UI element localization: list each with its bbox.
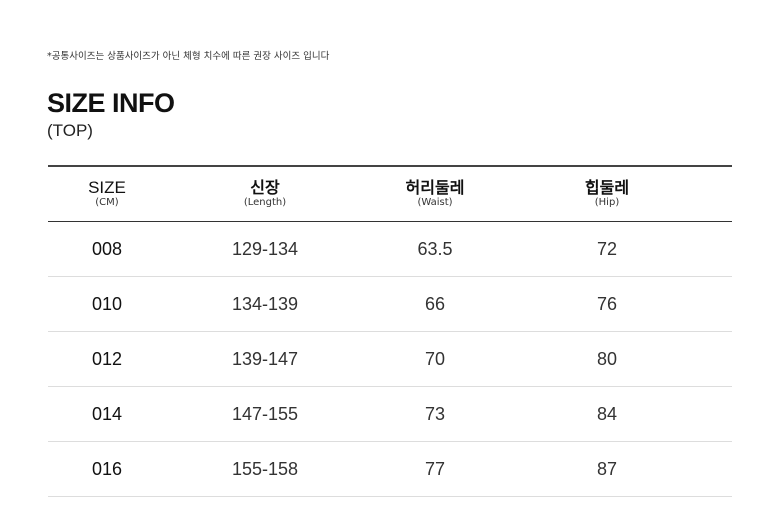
size-value: 014 (91, 403, 123, 424)
table-cell: 134-139 (166, 277, 364, 331)
waist-value: 63.5 (417, 238, 453, 259)
table-row: 014 147-155 73 84 (48, 387, 732, 442)
length-value: 129-134 (231, 238, 299, 259)
table-cell: 014 (48, 387, 166, 441)
table-cell: 73 (364, 387, 506, 441)
header-label: 허리둘레 (405, 178, 465, 197)
table-cell: 87 (506, 442, 708, 496)
page-title: SIZE INFO (47, 88, 175, 118)
header-length: 신장 (Length) (166, 167, 364, 221)
header-sublabel: (Length) (243, 197, 287, 208)
header-size: SIZE (CM) (48, 167, 166, 221)
size-value: 010 (91, 293, 123, 314)
header-label: 힙둘레 (584, 178, 630, 197)
length-value: 139-147 (231, 348, 299, 369)
hip-value: 87 (596, 458, 618, 479)
table-cell: 80 (506, 332, 708, 386)
table-cell: 129-134 (166, 222, 364, 276)
table-cell: 66 (364, 277, 506, 331)
hip-value: 80 (596, 348, 618, 369)
table-cell: 63.5 (364, 222, 506, 276)
table-cell: 008 (48, 222, 166, 276)
length-value: 134-139 (231, 293, 299, 314)
length-value: 155-158 (231, 458, 299, 479)
waist-value: 70 (424, 348, 446, 369)
size-note: *공통사이즈는 상품사이즈가 아닌 체형 치수에 따른 권장 사이즈 입니다 (47, 51, 330, 62)
size-table: SIZE (CM) 신장 (Length) 허리둘레 (Waist) 힙둘레 (Hip)… (48, 165, 732, 497)
table-cell: 72 (506, 222, 708, 276)
hip-value: 84 (596, 403, 618, 424)
length-value: 147-155 (231, 403, 299, 424)
table-cell: 84 (506, 387, 708, 441)
hip-value: 76 (596, 293, 618, 314)
hip-value: 72 (596, 238, 618, 259)
header-hip: 힙둘레 (Hip) (506, 167, 708, 221)
table-cell: 155-158 (166, 442, 364, 496)
table-cell: 70 (364, 332, 506, 386)
table-row: 008 129-134 63.5 72 (48, 222, 732, 277)
header-label: SIZE (88, 178, 126, 197)
waist-value: 77 (424, 458, 446, 479)
table-cell: 012 (48, 332, 166, 386)
table-cell: 016 (48, 442, 166, 496)
table-row: 012 139-147 70 80 (48, 332, 732, 387)
table-cell: 77 (364, 442, 506, 496)
table-header: SIZE (CM) 신장 (Length) 허리둘레 (Waist) 힙둘레 (Hip) (48, 165, 732, 222)
page-subtitle: (TOP) (47, 121, 93, 140)
size-value: 016 (91, 458, 123, 479)
waist-value: 73 (424, 403, 446, 424)
table-cell: 139-147 (166, 332, 364, 386)
table-row: 010 134-139 66 76 (48, 277, 732, 332)
header-sublabel: (Waist) (417, 197, 453, 208)
header-label: 신장 (250, 178, 280, 197)
table-row: 016 155-158 77 87 (48, 442, 732, 497)
size-value: 008 (91, 238, 123, 259)
table-cell: 147-155 (166, 387, 364, 441)
waist-value: 66 (424, 293, 446, 314)
header-waist: 허리둘레 (Waist) (364, 167, 506, 221)
table-cell: 010 (48, 277, 166, 331)
table-cell: 76 (506, 277, 708, 331)
size-value: 012 (91, 348, 123, 369)
header-sublabel: (CM) (95, 197, 119, 208)
header-sublabel: (Hip) (594, 197, 620, 208)
